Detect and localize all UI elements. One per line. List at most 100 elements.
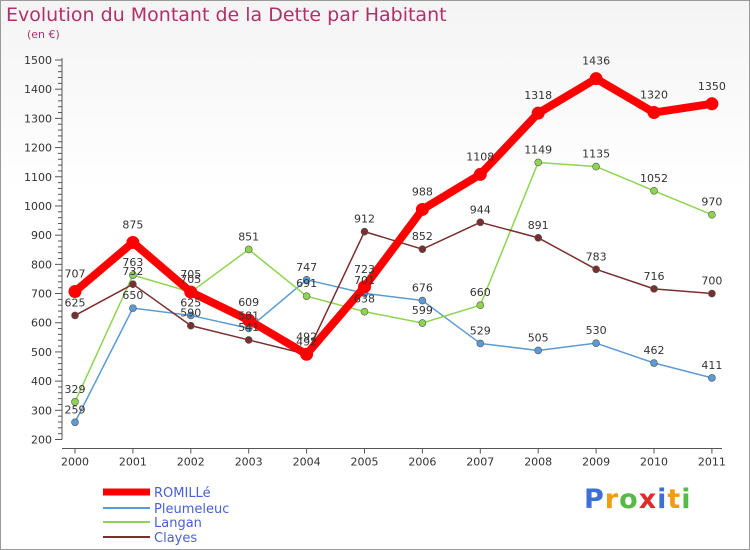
data-label-pleumeleuc: 530 <box>586 324 607 337</box>
point-pleumeleuc <box>708 374 716 382</box>
y-tick-label: 1200 <box>24 142 52 155</box>
point-langan <box>129 271 137 279</box>
series-line-romill- <box>71 74 716 359</box>
data-label-pleumeleuc: 529 <box>470 324 491 337</box>
data-label-langan: 1149 <box>524 143 552 156</box>
data-label-clayes: 716 <box>644 270 665 283</box>
point-clayes <box>360 227 369 236</box>
data-label-pleumeleuc: 701 <box>354 274 375 287</box>
point-pleumeleuc <box>592 339 600 347</box>
legend-label: Pleumeleuc <box>154 502 229 517</box>
point-langan <box>534 158 543 167</box>
data-label-pleumeleuc: 650 <box>122 289 143 302</box>
series-line-pleumeleuc <box>74 279 713 424</box>
data-label-romill-: 1350 <box>698 80 726 93</box>
data-label-langan: 329 <box>65 383 86 396</box>
series-line-clayes <box>74 221 713 356</box>
x-tick-label: 2002 <box>177 456 205 469</box>
data-label-clayes: 700 <box>701 275 722 288</box>
data-label-langan: 851 <box>238 230 259 243</box>
data-label-langan: 691 <box>296 277 317 290</box>
point-pleumeleuc <box>129 304 137 312</box>
point-romill- <box>184 285 198 299</box>
point-romill- <box>705 97 719 111</box>
x-tick-label: 2004 <box>293 456 321 469</box>
y-tick-label: 600 <box>31 317 52 330</box>
point-romill- <box>68 284 82 298</box>
point-romill- <box>358 280 371 294</box>
y-tick-label: 700 <box>31 288 52 301</box>
data-label-pleumeleuc: 581 <box>238 309 259 322</box>
data-label-pleumeleuc: 747 <box>296 261 317 274</box>
point-clayes <box>129 280 137 288</box>
legend-label: Clayes <box>154 531 197 546</box>
data-label-langan: 970 <box>701 196 722 209</box>
data-label-romill-: 988 <box>412 185 433 198</box>
x-tick-label: 2003 <box>235 456 263 469</box>
x-tick-label: 2010 <box>640 456 668 469</box>
point-pleumeleuc <box>650 359 658 367</box>
point-clayes <box>534 233 543 242</box>
point-clayes <box>71 311 79 320</box>
point-pleumeleuc <box>187 311 195 320</box>
data-label-clayes: 590 <box>180 307 201 320</box>
data-label-langan: 638 <box>354 293 375 306</box>
data-label-clayes: 852 <box>412 230 433 243</box>
point-langan <box>650 186 658 195</box>
data-label-clayes: 944 <box>470 203 491 216</box>
data-label-romill-: 705 <box>180 268 201 281</box>
data-label-clayes: 732 <box>122 265 143 278</box>
point-clayes <box>476 218 485 227</box>
point-langan <box>418 319 427 327</box>
x-tick-label: 2001 <box>119 456 147 469</box>
point-langan <box>476 301 485 310</box>
y-tick-label: 1400 <box>24 83 52 96</box>
data-label-romill-: 1318 <box>524 89 552 102</box>
chart-title: Evolution du Montant de la Dette par Hab… <box>6 4 447 26</box>
point-clayes <box>708 289 716 298</box>
data-label-pleumeleuc: 625 <box>180 296 201 309</box>
data-label-pleumeleuc: 505 <box>528 331 549 344</box>
x-tick-label: 2006 <box>408 456 436 469</box>
point-clayes <box>592 265 600 274</box>
y-tick-label: 1300 <box>24 112 52 125</box>
point-langan <box>71 398 79 406</box>
point-romill- <box>473 167 487 181</box>
point-clayes <box>244 336 253 344</box>
point-clayes <box>650 285 658 293</box>
data-label-clayes: 541 <box>238 321 259 334</box>
data-label-pleumeleuc: 676 <box>412 282 433 295</box>
data-label-clayes: 912 <box>354 213 375 226</box>
point-romill- <box>531 106 545 120</box>
point-romill- <box>300 347 314 361</box>
data-label-langan: 1135 <box>582 148 610 161</box>
x-tick-label: 2000 <box>61 456 89 469</box>
point-pleumeleuc <box>418 296 427 305</box>
series-line-langan <box>74 161 713 403</box>
y-tick-label: 200 <box>31 434 52 447</box>
y-tick-label: 300 <box>31 404 52 417</box>
proxiti-logo: Proxiti <box>584 484 692 515</box>
point-langan <box>708 210 716 219</box>
y-tick-label: 500 <box>31 346 52 359</box>
data-label-romill-: 492 <box>296 330 317 343</box>
point-langan <box>360 307 369 316</box>
point-langan <box>244 245 253 254</box>
x-tick-label: 2005 <box>351 456 379 469</box>
point-pleumeleuc <box>534 346 543 355</box>
data-label-romill-: 1436 <box>582 55 610 68</box>
data-label-pleumeleuc: 462 <box>644 344 665 357</box>
y-tick-label: 1100 <box>24 171 52 184</box>
data-label-romill-: 723 <box>354 263 375 276</box>
chart-subtitle: (en €) <box>27 28 60 41</box>
point-romill- <box>415 202 429 216</box>
y-tick-label: 800 <box>31 258 52 271</box>
data-label-clayes: 891 <box>528 219 549 232</box>
data-label-pleumeleuc: 259 <box>65 403 86 416</box>
data-label-romill-: 1320 <box>640 89 668 102</box>
data-label-romill-: 1108 <box>466 150 494 163</box>
point-clayes <box>418 245 427 253</box>
data-label-langan: 660 <box>470 286 491 299</box>
data-label-pleumeleuc: 411 <box>701 359 722 372</box>
